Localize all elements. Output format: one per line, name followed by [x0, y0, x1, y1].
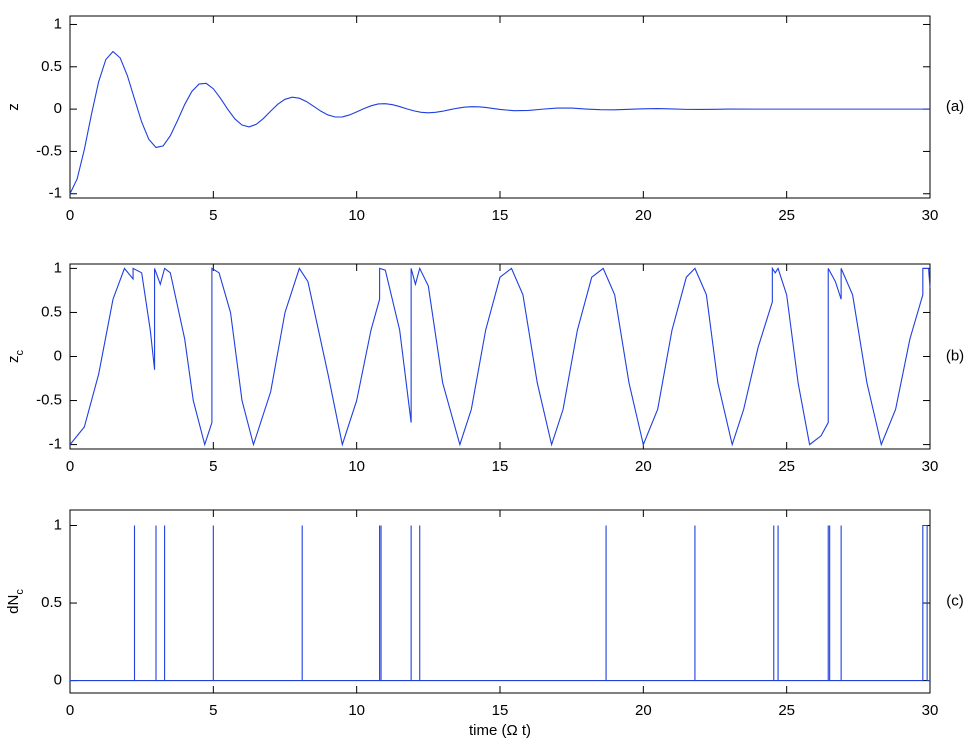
panel-label: (c)	[946, 592, 964, 609]
panel-label: (b)	[946, 347, 964, 364]
x-axis-label: time (Ω t)	[469, 722, 531, 739]
x-tick-label: 20	[635, 702, 652, 719]
y-axis-label-sub: c	[14, 350, 26, 356]
y-axis-label-main: z	[5, 103, 22, 111]
x-tick-label: 25	[778, 702, 795, 719]
y-tick-label: -1	[49, 185, 62, 202]
x-tick-label: 30	[922, 458, 939, 475]
axes-frame	[69, 15, 931, 199]
x-tick-label: 10	[348, 458, 365, 475]
x-tick-label: 0	[66, 702, 74, 719]
x-tick-label: 10	[348, 702, 365, 719]
data-line	[69, 266, 931, 447]
y-tick-label: 0	[54, 100, 62, 117]
panel-label: (a)	[946, 98, 964, 115]
x-tick-label: 0	[66, 207, 74, 224]
x-tick-label: 20	[635, 207, 652, 224]
x-tick-label: 30	[922, 702, 939, 719]
x-tick-label: 5	[209, 207, 217, 224]
y-axis-label-main: z	[5, 356, 22, 364]
y-tick-label: 0.5	[41, 303, 62, 320]
y-axis-label: dNc	[5, 589, 26, 614]
x-tick-label: 15	[492, 207, 509, 224]
y-tick-label: 1	[54, 15, 62, 32]
y-axis-label-sub: c	[14, 589, 26, 595]
x-tick-label: 25	[778, 207, 795, 224]
x-tick-label: 25	[778, 458, 795, 475]
x-tick-label: 5	[209, 458, 217, 475]
x-tick-label: 30	[922, 207, 939, 224]
y-axis-label: zc	[5, 350, 26, 364]
subplot: 0 5 10 15 20 25 30 0 0.5 1 dNc (c) time (Ω t)	[5, 509, 964, 739]
data-line	[70, 524, 930, 682]
y-tick-label: 0	[54, 347, 62, 364]
x-tick-label: 15	[492, 702, 509, 719]
subplot: 0 5 10 15 20 25 30 -1 -0.5 0 0.5 1 zc (b)	[5, 259, 964, 475]
y-tick-label: -0.5	[36, 392, 62, 409]
y-axis-label: z	[5, 103, 22, 111]
y-axis-label-main: dN	[5, 595, 22, 614]
y-tick-label: -1	[49, 436, 62, 453]
data-line	[69, 50, 930, 195]
y-tick-label: 0.5	[41, 58, 62, 75]
x-tick-label: 10	[348, 207, 365, 224]
x-tick-label: 0	[66, 458, 74, 475]
y-tick-label: 0.5	[41, 594, 62, 611]
x-tick-label: 15	[492, 458, 509, 475]
y-tick-label: 1	[54, 516, 62, 533]
x-tick-label: 5	[209, 702, 217, 719]
axes-frame	[69, 509, 931, 694]
y-tick-label: 1	[54, 259, 62, 276]
x-tick-label: 20	[635, 458, 652, 475]
y-tick-label: 0	[54, 672, 62, 689]
y-tick-label: -0.5	[36, 142, 62, 159]
subplot: 0 5 10 15 20 25 30 -1 -0.5 0 0.5 1 z (a)	[5, 15, 964, 224]
